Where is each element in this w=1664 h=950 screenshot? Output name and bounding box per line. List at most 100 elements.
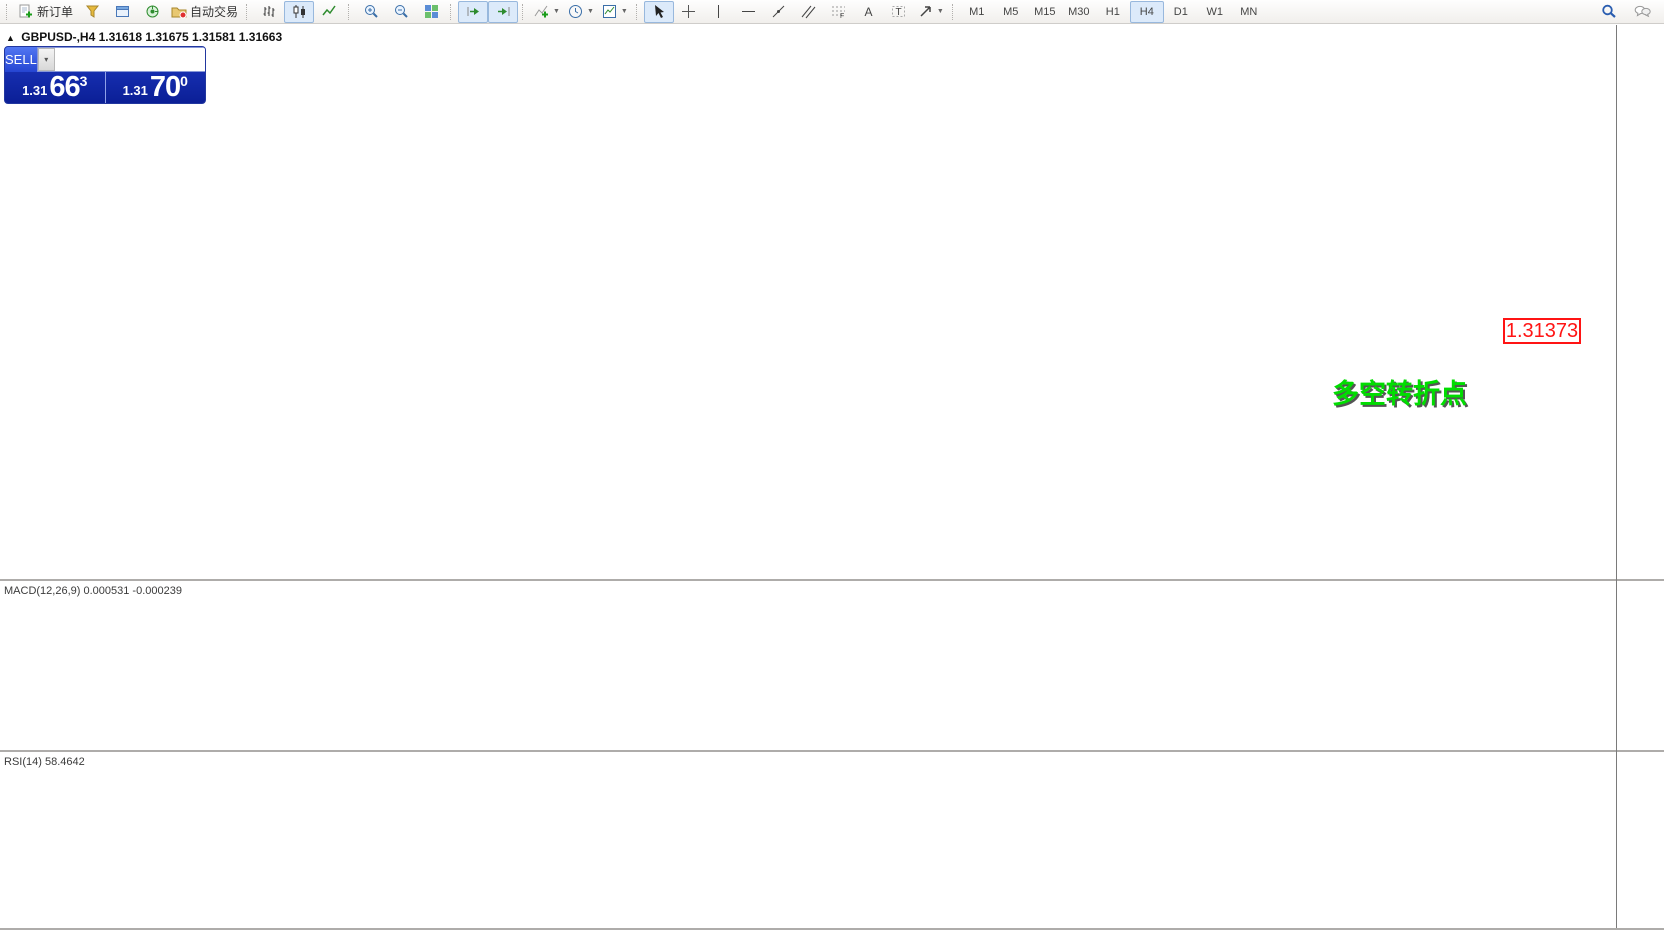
buy-price[interactable]: 1.31 70 0 xyxy=(104,71,206,104)
toolbar-button-new-order[interactable]: 新订单 xyxy=(14,1,77,23)
toolbar-button-data-window[interactable] xyxy=(107,1,137,23)
toolbar-grip xyxy=(450,3,454,20)
toolbar-button-chart-bars[interactable] xyxy=(254,1,284,23)
toolbar-button-tile-windows[interactable] xyxy=(416,1,446,23)
toolbar-button-tf-m5[interactable]: M5 xyxy=(994,1,1028,23)
sell-price-prefix: 1.31 xyxy=(22,83,48,99)
toolbar-button-vertical-line[interactable] xyxy=(704,1,734,23)
toolbar-button-text-label[interactable]: T xyxy=(884,1,914,23)
toolbar-button-tf-h4[interactable]: H4 xyxy=(1129,0,1164,23)
toolbar-button-horizontal-line[interactable] xyxy=(734,1,764,23)
toolbar-button-tf-m30[interactable]: M30 xyxy=(1062,1,1096,23)
toolbar-button-text[interactable]: A xyxy=(854,1,884,23)
volume-decrease-button[interactable]: ▾ xyxy=(37,48,55,71)
search-icon xyxy=(1601,4,1617,19)
toolbar-button-crosshair[interactable] xyxy=(674,1,704,23)
symbol-ohlc-line: ▲ GBPUSD-,H4 1.31618 1.31675 1.31581 1.3… xyxy=(6,30,282,44)
toolbar-button-arrows[interactable]: ▼ xyxy=(914,1,948,23)
arrows-icon xyxy=(918,4,933,19)
toolbar-button-market-watch[interactable] xyxy=(77,1,107,23)
one-click-trading-panel: SELL ▾ ▴ BUY 1.31 66 3 1.31 70 0 xyxy=(4,46,206,104)
price-axis-border xyxy=(1616,25,1617,928)
toolbar-label-tf-mn: MN xyxy=(1240,5,1258,18)
toolbar-button-tf-mn[interactable]: MN xyxy=(1232,1,1266,23)
chevron-down-icon[interactable]: ▼ xyxy=(620,8,628,15)
toolbar-button-chart-candles[interactable] xyxy=(284,0,315,23)
chevron-down-icon[interactable]: ▼ xyxy=(553,8,560,15)
price-callout-label[interactable]: 1.31373 xyxy=(1503,318,1581,344)
toolbar-button-tf-m15[interactable]: M15 xyxy=(1028,1,1062,23)
pane-separator-macd[interactable] xyxy=(0,579,1664,581)
autoscroll-icon xyxy=(466,4,481,19)
zoomout-icon xyxy=(394,4,409,19)
trendline-icon xyxy=(771,4,786,19)
toolbar-button-periods[interactable]: ▼ xyxy=(564,1,598,23)
indicators-icon xyxy=(534,4,549,19)
toolbar-button-zoom-in[interactable] xyxy=(356,1,386,23)
toolbar-button-chart-line[interactable] xyxy=(314,1,344,23)
toolbar-button-cursor[interactable] xyxy=(643,0,674,23)
shift-icon xyxy=(496,4,511,19)
toolbar-label-tf-m30: M30 xyxy=(1068,5,1090,18)
buy-price-pipette: 0 xyxy=(180,73,188,89)
autotrade-icon xyxy=(171,4,187,19)
pane-separator-rsi[interactable] xyxy=(0,750,1664,752)
toolbar-button-auto-trading[interactable]: 自动交易 xyxy=(167,1,242,23)
toolbar-button-templates[interactable]: ▼ xyxy=(598,1,632,23)
turning-point-note[interactable]: 多空转折点 xyxy=(1332,379,1467,409)
toolbar-right-group xyxy=(1594,1,1662,23)
svg-text:F: F xyxy=(840,13,844,19)
macd-label: MACD(12,26,9) 0.000531 -0.000239 xyxy=(4,585,182,597)
vline-icon xyxy=(711,4,726,19)
time-axis-separator xyxy=(0,928,1664,930)
toolbar-grip xyxy=(522,3,526,20)
toolbar-label-tf-h4: H4 xyxy=(1139,5,1154,18)
toolbar-button-indicators-list[interactable]: ▼ xyxy=(530,1,564,23)
toolbar-button-trendline[interactable] xyxy=(764,1,794,23)
chat-icon xyxy=(1634,4,1652,19)
toolbar-button-search[interactable] xyxy=(1594,1,1624,23)
toolbar-button-tf-w1[interactable]: W1 xyxy=(1198,1,1232,23)
linechart-icon xyxy=(321,4,337,19)
toolbar-button-chat[interactable] xyxy=(1628,1,1658,23)
toolbar-button-equidistant-channel[interactable] xyxy=(794,1,824,23)
ohlc-values: 1.31618 1.31675 1.31581 1.31663 xyxy=(98,30,283,44)
volume-input[interactable] xyxy=(54,48,205,71)
text-label-icon: T xyxy=(891,4,906,19)
symbol-name: GBPUSD-,H4 xyxy=(21,30,96,44)
bars-icon xyxy=(262,4,277,19)
channel-icon xyxy=(801,4,816,19)
toolbar-grip xyxy=(6,3,10,20)
chevron-down-icon[interactable]: ▼ xyxy=(586,8,594,15)
funnel-icon xyxy=(85,4,100,19)
buy-price-big: 70 xyxy=(149,71,181,104)
toolbar-button-tf-m1[interactable]: M1 xyxy=(960,1,994,23)
sell-price[interactable]: 1.31 66 3 xyxy=(5,72,105,103)
toolbar-label-tf-m1: M1 xyxy=(969,5,985,18)
main-toolbar: 新订单 自动交易 ▼ ▼ ▼ F A T ▼ M1 M5 M15 M30 H1 H4 D1 W1 MN xyxy=(0,0,1664,24)
fibo-icon: F xyxy=(831,4,846,19)
cursor-icon xyxy=(651,4,666,19)
toolbar-label-auto-trading: 自动交易 xyxy=(190,5,239,19)
sell-button[interactable]: SELL xyxy=(5,47,37,72)
toolbar-grip xyxy=(635,3,640,20)
chevron-down-icon[interactable]: ▼ xyxy=(936,8,944,15)
buy-price-prefix: 1.31 xyxy=(122,83,148,99)
toolbar-button-chart-shift[interactable] xyxy=(488,0,519,23)
text-a-icon: A xyxy=(861,4,876,19)
toolbar-label-tf-d1: D1 xyxy=(1173,5,1188,18)
collapse-triangle-icon[interactable]: ▲ xyxy=(6,33,15,43)
toolbar-button-fibonacci[interactable]: F xyxy=(824,1,854,23)
radar-icon xyxy=(145,4,160,19)
tile-icon xyxy=(424,4,439,19)
clock-icon xyxy=(568,4,583,19)
sell-price-big: 66 xyxy=(49,71,80,104)
toolbar-button-tf-h1[interactable]: H1 xyxy=(1096,1,1130,23)
candles-icon xyxy=(292,4,307,19)
toolbar-button-tf-d1[interactable]: D1 xyxy=(1164,1,1198,23)
toolbar-button-auto-scroll[interactable] xyxy=(458,0,489,23)
toolbar-button-navigator[interactable] xyxy=(137,1,167,23)
toolbar-label-tf-w1: W1 xyxy=(1206,5,1224,18)
toolbar-button-zoom-out[interactable] xyxy=(386,1,416,23)
